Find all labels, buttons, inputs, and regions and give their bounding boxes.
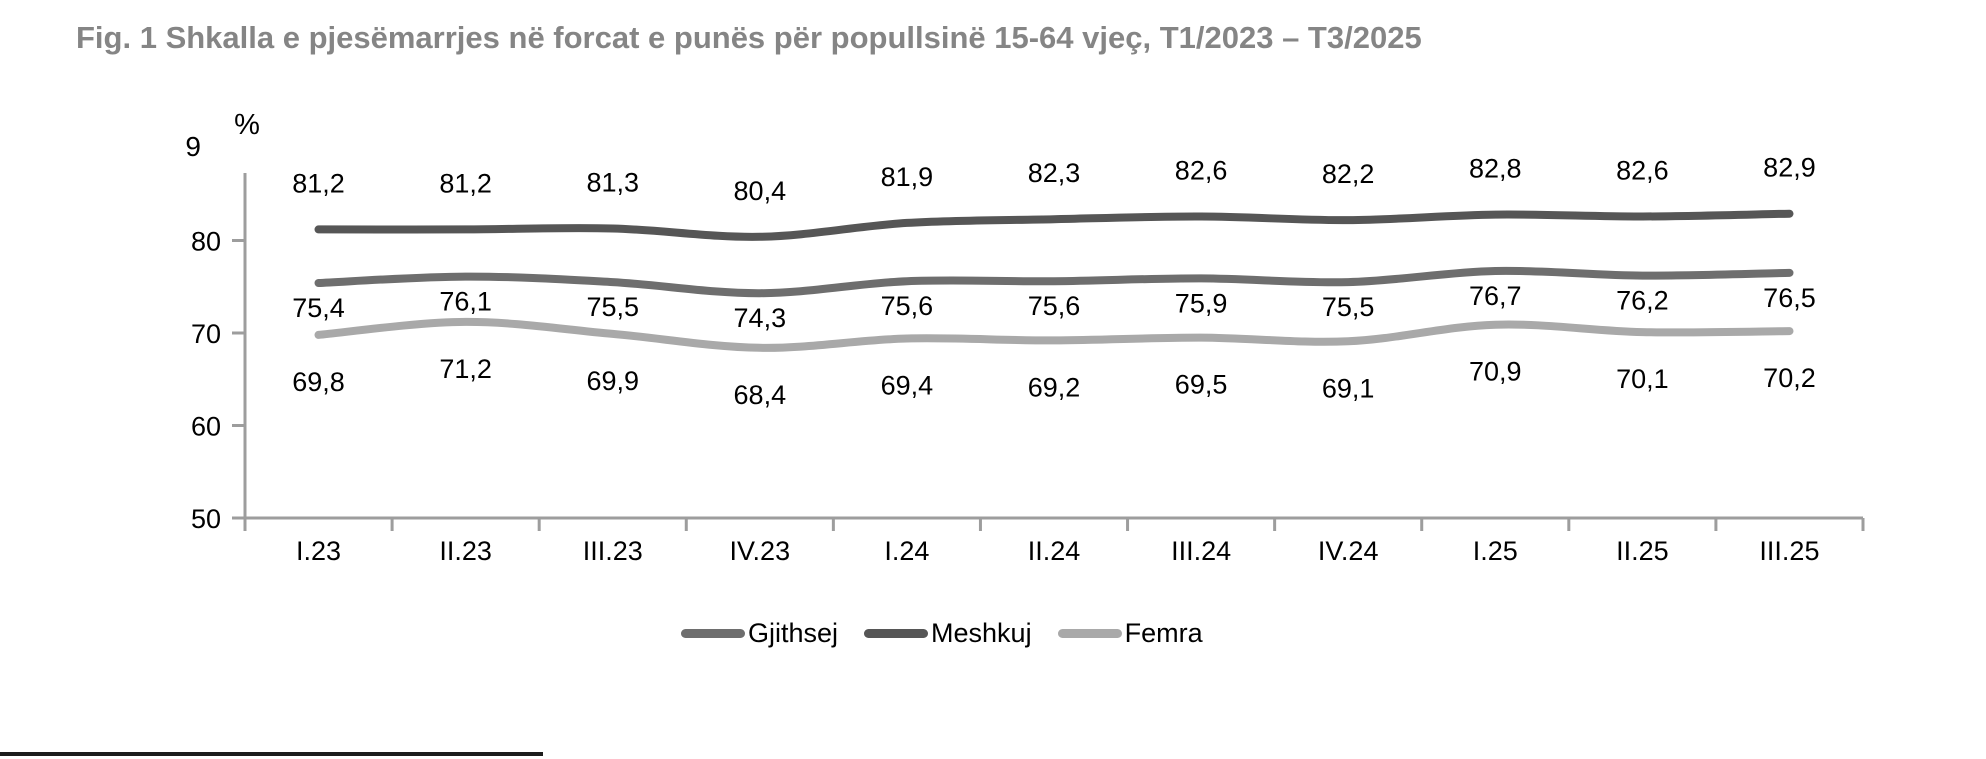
x-axis-category-label: I.23 [296, 536, 341, 566]
y-axis-unit-label: % [234, 109, 260, 141]
legend-swatch-gjithsej [681, 629, 745, 638]
data-label-gjithsej: 75,4 [292, 293, 345, 323]
legend-label-meshkuj: Meshkuj [931, 618, 1032, 648]
data-label-meshkuj: 82,8 [1469, 154, 1522, 184]
y-axis-tick-label: 70 [191, 319, 221, 349]
series-line-meshkuj [314, 209, 1794, 241]
data-label-meshkuj: 81,3 [586, 167, 639, 197]
x-axis-category-label: III.23 [583, 536, 643, 566]
data-label-gjithsej: 75,6 [1028, 291, 1081, 321]
data-label-femra: 69,2 [1028, 372, 1081, 402]
legend-label-gjithsej: Gjithsej [748, 618, 839, 648]
x-axis-category-label: I.25 [1473, 536, 1518, 566]
y-axis-tick-label: 80 [191, 227, 221, 257]
data-label-meshkuj: 82,6 [1616, 155, 1669, 185]
legend-label-femra: Femra [1124, 618, 1203, 648]
data-label-gjithsej: 75,5 [1322, 292, 1375, 322]
data-label-femra: 70,2 [1763, 363, 1816, 393]
data-label-meshkuj: 82,2 [1322, 159, 1375, 189]
data-label-femra: 71,2 [439, 354, 492, 384]
legend-item-meshkuj: Meshkuj [864, 620, 1032, 647]
data-label-meshkuj: 82,9 [1763, 153, 1816, 183]
series-line-gjithsej [314, 266, 1794, 298]
x-axis-category-label: IV.24 [1318, 536, 1379, 566]
data-label-femra: 69,4 [881, 371, 934, 401]
data-label-gjithsej: 75,5 [586, 292, 639, 322]
data-label-gjithsej: 75,9 [1175, 288, 1228, 318]
footnote-separator-rule [0, 752, 543, 756]
data-label-gjithsej: 75,6 [881, 291, 934, 321]
x-axis-category-label: I.24 [884, 536, 929, 566]
data-label-meshkuj: 81,2 [292, 168, 345, 198]
data-label-femra: 70,1 [1616, 364, 1669, 394]
data-label-meshkuj: 82,6 [1175, 155, 1228, 185]
data-label-gjithsej: 76,7 [1469, 281, 1522, 311]
data-label-meshkuj: 81,9 [881, 162, 934, 192]
data-label-gjithsej: 76,5 [1763, 283, 1816, 313]
data-label-femra: 70,9 [1469, 357, 1522, 387]
series-line-femra [314, 317, 1794, 352]
x-axis-category-label: III.24 [1171, 536, 1231, 566]
chart-legend: Gjithsej Meshkuj Femra [681, 620, 1203, 647]
y-axis-tick-label: 50 [191, 504, 221, 534]
data-label-gjithsej: 76,2 [1616, 286, 1669, 316]
y-axis-clipped-top-label: 9 [185, 131, 201, 162]
data-label-meshkuj: 81,2 [439, 168, 492, 198]
data-label-femra: 69,5 [1175, 370, 1228, 400]
x-axis-category-label: II.24 [1028, 536, 1081, 566]
legend-swatch-femra [1057, 629, 1122, 638]
legend-item-femra: Femra [1057, 618, 1203, 648]
y-axis-tick-label: 60 [191, 412, 221, 442]
data-label-femra: 69,1 [1322, 373, 1375, 403]
data-label-femra: 69,9 [586, 366, 639, 396]
data-label-meshkuj: 80,4 [734, 176, 787, 206]
axis-lines [243, 173, 1863, 520]
data-label-meshkuj: 82,3 [1028, 158, 1081, 188]
figure-title: Fig. 1 Shkalla e pjesëmarrjes në forcat … [76, 20, 1422, 55]
legend-swatch-meshkuj [864, 629, 929, 638]
legend-item-gjithsej: Gjithsej [681, 620, 838, 647]
data-label-gjithsej: 74,3 [734, 303, 787, 333]
data-label-femra: 69,8 [292, 367, 345, 397]
x-axis-category-label: II.23 [439, 536, 492, 566]
x-axis-category-label: IV.23 [730, 536, 791, 566]
x-axis-category-label: III.25 [1759, 536, 1819, 566]
data-label-femra: 68,4 [734, 380, 787, 410]
data-label-gjithsej: 76,1 [439, 287, 492, 317]
x-axis-category-label: II.25 [1616, 536, 1669, 566]
